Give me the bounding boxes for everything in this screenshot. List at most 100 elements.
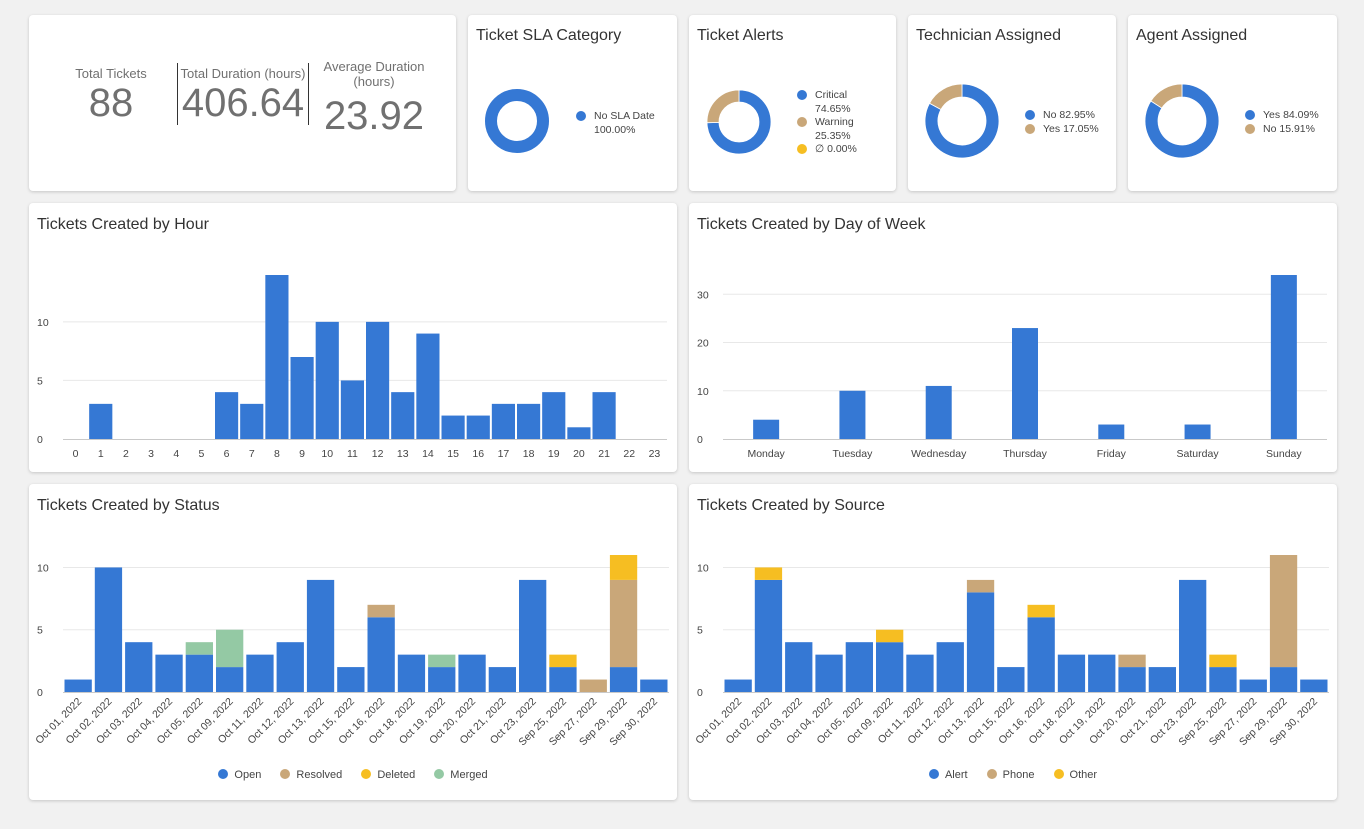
x-tick-label: 16 xyxy=(472,448,484,460)
legend-label: No xyxy=(1263,122,1277,135)
bar xyxy=(966,592,995,692)
bar xyxy=(925,385,952,439)
bar xyxy=(936,642,964,692)
x-tick-label: 6 xyxy=(224,448,230,460)
bar xyxy=(1088,654,1116,692)
legend-dot xyxy=(1053,769,1064,779)
x-tick-label: 17 xyxy=(498,448,510,460)
bar xyxy=(609,555,638,580)
y-tick-label: 0 xyxy=(37,687,43,699)
bar xyxy=(315,321,339,439)
legend-item: No 15.91% xyxy=(1245,123,1319,137)
legend-item: Alert xyxy=(928,769,968,781)
legend-label: Open xyxy=(234,769,262,781)
y-tick-label: 5 xyxy=(697,625,703,637)
bar xyxy=(542,392,566,439)
x-tick-label: 15 xyxy=(447,448,459,460)
legend-label: Warning xyxy=(815,116,854,128)
legend-item: Other xyxy=(1053,769,1097,781)
y-tick-label: 10 xyxy=(37,317,49,329)
bar xyxy=(815,654,843,692)
donut-chart xyxy=(924,83,1000,159)
x-tick-label: 11 xyxy=(347,448,358,460)
divider xyxy=(177,63,178,125)
bar xyxy=(125,642,153,692)
x-tick-label: 7 xyxy=(249,448,255,460)
legend-value: 100.00% xyxy=(594,123,636,136)
bar xyxy=(1027,604,1055,618)
donut-slice xyxy=(706,89,740,124)
legend-item: ∅ 0.00% xyxy=(797,143,857,157)
kpi-value: 406.64 xyxy=(181,81,305,125)
bar xyxy=(997,667,1025,692)
x-tick-label: Thursday xyxy=(1003,448,1048,460)
x-tick-label: Monday xyxy=(747,448,785,460)
y-tick-label: 30 xyxy=(697,289,709,301)
bar xyxy=(265,275,289,439)
x-tick-label: 3 xyxy=(148,448,154,460)
legend-value: 74.65% xyxy=(815,102,851,115)
card-title: Ticket Alerts xyxy=(697,27,784,44)
x-tick-label: 12 xyxy=(372,448,384,460)
kpi-total-duration: Total Duration (hours) 406.64 xyxy=(179,66,307,125)
bar xyxy=(155,654,183,692)
x-tick-label: 23 xyxy=(649,448,661,460)
bar xyxy=(240,403,264,439)
bar xyxy=(337,667,365,692)
x-tick-label: 21 xyxy=(598,448,610,460)
legend-label: Merged xyxy=(450,769,488,781)
legend-dot xyxy=(434,769,445,779)
legend-dot xyxy=(797,144,807,154)
legend-dot xyxy=(361,769,372,779)
bar xyxy=(428,667,456,692)
chart-card-status: Tickets Created by Status 0 5 10 Oct 01, 20… xyxy=(29,484,677,800)
kpi-label: Average Duration (hours) xyxy=(323,59,425,89)
bar xyxy=(640,679,668,692)
bar xyxy=(724,679,752,692)
legend-dot xyxy=(218,769,229,779)
bar xyxy=(549,654,577,668)
bar xyxy=(1118,667,1146,692)
bar xyxy=(592,392,616,439)
bar xyxy=(839,390,866,439)
bar xyxy=(876,642,904,692)
legend-value: 84.09% xyxy=(1283,109,1319,121)
legend-dot xyxy=(576,111,586,121)
donut-slice xyxy=(1144,83,1220,159)
legend-dot xyxy=(928,769,939,779)
x-tick-label: Sunday xyxy=(1266,448,1302,460)
bar xyxy=(519,579,547,692)
legend-value: 0.00% xyxy=(827,143,857,155)
legend-label: Yes xyxy=(1263,109,1281,121)
bar xyxy=(428,654,456,668)
donut-card-agent: Agent Assigned Yes 84.09% No 15.91% xyxy=(1128,15,1337,191)
donut-slice xyxy=(485,89,549,153)
donut-legend: Critical 74.65% Warning 25.35% ∅ 0.00% xyxy=(797,89,857,157)
bar xyxy=(845,642,873,692)
donut-chart xyxy=(485,89,549,153)
donut-slice xyxy=(928,83,963,111)
bar xyxy=(185,642,213,655)
bar xyxy=(366,321,390,439)
bar xyxy=(64,679,92,692)
bar xyxy=(216,629,244,668)
bar xyxy=(549,667,577,692)
legend-dot xyxy=(1025,123,1035,134)
divider xyxy=(308,63,309,125)
donut-slice xyxy=(1150,83,1183,109)
x-tick-label: Friday xyxy=(1097,448,1127,460)
x-tick-label: 10 xyxy=(321,448,333,460)
y-tick-label: 0 xyxy=(697,687,703,699)
bar xyxy=(1269,667,1298,692)
legend-label: Yes xyxy=(1043,122,1061,135)
bar xyxy=(397,654,426,692)
legend-value: 25.35% xyxy=(815,129,851,142)
legend-item: Deleted xyxy=(361,769,415,781)
donut-chart xyxy=(706,89,772,155)
bar xyxy=(1209,654,1237,668)
x-tick-label: 8 xyxy=(274,448,280,460)
kpi-total-tickets: Total Tickets 88 xyxy=(63,66,159,125)
